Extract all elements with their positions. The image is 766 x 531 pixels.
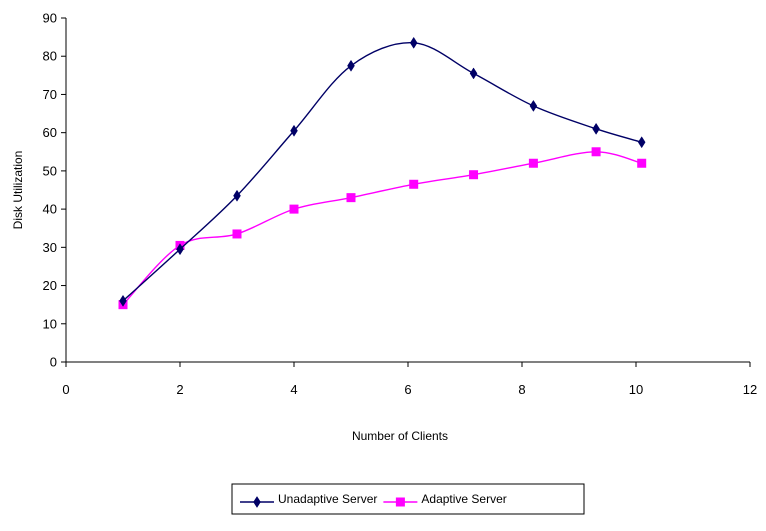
- data-point-unadaptive-server: [469, 67, 478, 80]
- y-tick-label: 40: [43, 202, 57, 217]
- legend-marker-adaptive-server: [395, 497, 405, 507]
- data-point-adaptive-server: [289, 204, 299, 214]
- x-axis-ticks: 0 2 4 6 8 10 12: [62, 362, 757, 397]
- data-point-adaptive-server: [409, 179, 419, 189]
- legend-box: [231, 483, 585, 515]
- data-point-unadaptive-server: [290, 124, 298, 137]
- data-point-unadaptive-server: [233, 189, 241, 202]
- y-tick-label: 80: [43, 49, 57, 64]
- data-point-adaptive-server: [637, 158, 647, 168]
- legend-marker-unadaptive-server: [253, 496, 261, 508]
- x-tick-label: 12: [743, 382, 757, 397]
- x-tick-label: 2: [176, 382, 183, 397]
- x-tick-label: 0: [62, 382, 69, 397]
- series-unadaptive-server: [119, 36, 646, 307]
- data-point-adaptive-server: [232, 229, 242, 239]
- data-point-unadaptive-server: [409, 36, 418, 49]
- data-point-adaptive-server: [346, 193, 356, 203]
- series-layer: [118, 36, 647, 310]
- data-point-unadaptive-server: [176, 243, 184, 256]
- legend: Unadaptive Server Adaptive Server: [231, 483, 585, 515]
- x-tick-label: 6: [404, 382, 411, 397]
- data-point-unadaptive-server: [347, 59, 355, 72]
- data-point-adaptive-server: [528, 158, 538, 168]
- y-tick-label: 10: [43, 316, 57, 331]
- y-tick-label: 90: [43, 11, 57, 26]
- data-point-adaptive-server: [469, 170, 479, 180]
- x-tick-label: 10: [629, 382, 643, 397]
- y-tick-label: 20: [43, 278, 57, 293]
- data-point-unadaptive-server: [119, 294, 127, 307]
- legend-label-adaptive-server: Adaptive Server: [421, 492, 506, 506]
- legend-item-unadaptive-server: Unadaptive Server: [240, 492, 377, 508]
- data-point-unadaptive-server: [637, 136, 646, 149]
- x-tick-label: 4: [290, 382, 297, 397]
- legend-item-adaptive-server: Adaptive Server: [383, 492, 507, 507]
- data-point-unadaptive-server: [529, 99, 538, 112]
- series-line-adaptive-server: [122, 151, 642, 306]
- series-line-unadaptive-server: [122, 42, 642, 302]
- data-point-adaptive-server: [591, 147, 601, 157]
- y-tick-label: 50: [43, 163, 57, 178]
- y-tick-label: 60: [43, 125, 57, 140]
- series-adaptive-server: [118, 147, 647, 310]
- y-tick-label: 70: [43, 87, 57, 102]
- x-tick-label: 8: [518, 382, 525, 397]
- x-axis-title: Number of Clients: [352, 429, 448, 443]
- y-axis-ticks: 0 10 20 30 40 50 60 70 80 90: [43, 11, 66, 370]
- y-tick-label: 0: [50, 355, 57, 370]
- legend-label-unadaptive-server: Unadaptive Server: [278, 492, 377, 506]
- y-tick-label: 30: [43, 240, 57, 255]
- y-axis-title: Disk Utilization: [11, 151, 25, 230]
- data-point-unadaptive-server: [592, 122, 600, 135]
